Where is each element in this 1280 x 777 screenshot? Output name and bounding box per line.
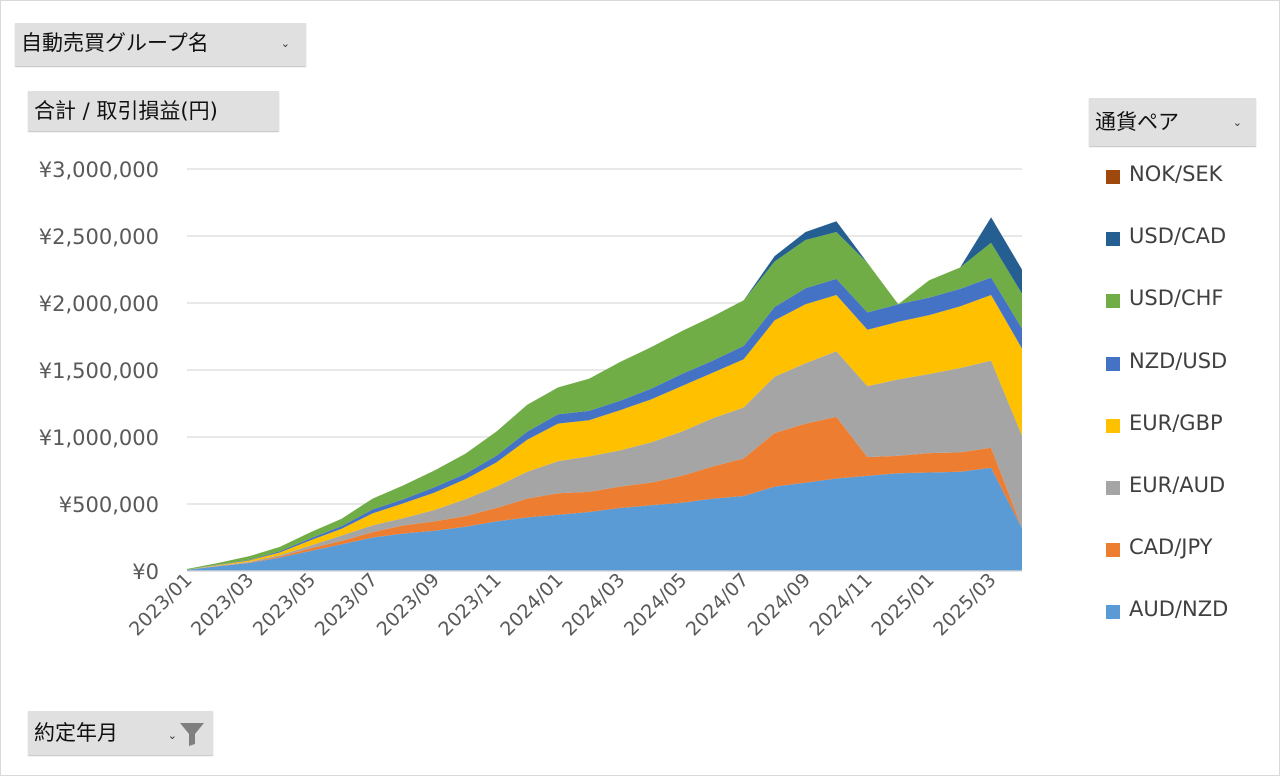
legend-swatch xyxy=(1106,543,1120,558)
x-tick-label: 2025/01 xyxy=(867,569,938,640)
legend-item[interactable]: EUR/GBP xyxy=(1101,410,1271,440)
dropdown-arrow-icon: ⌄ xyxy=(1232,116,1242,129)
legend-label: EUR/GBP xyxy=(1129,410,1223,435)
y-tick-label: ¥500,000 xyxy=(59,493,159,517)
y-tick-label: ¥2,000,000 xyxy=(39,292,159,316)
legend-item[interactable]: CAD/JPY xyxy=(1101,534,1271,564)
legend-swatch xyxy=(1106,356,1120,371)
legend-item[interactable]: NOK/SEK xyxy=(1101,161,1271,191)
x-axis-ticks: 2023/012023/032023/052023/072023/092023/… xyxy=(125,569,1000,640)
legend-item[interactable]: USD/CAD xyxy=(1101,223,1271,253)
funnel-icon[interactable] xyxy=(179,721,205,747)
legend-label: NOK/SEK xyxy=(1129,162,1223,186)
group-field-label: 自動売買グループ名 xyxy=(21,31,209,55)
series-area-eur-aud xyxy=(187,351,1022,570)
x-tick-label: 2023/09 xyxy=(373,569,444,640)
x-tick-label: 2024/05 xyxy=(620,569,691,640)
date-field-label: 約定年月 xyxy=(34,721,118,745)
group-field-button[interactable]: 自動売買グループ名 ⌄ xyxy=(15,23,306,66)
legend-label: USD/CHF xyxy=(1129,286,1224,311)
legend-label: EUR/AUD xyxy=(1129,473,1226,497)
dropdown-arrow-icon: ⌄ xyxy=(280,37,290,50)
series-area-nzd-usd xyxy=(187,277,1022,570)
value-field-button[interactable]: 合計 / 取引損益(円) xyxy=(28,91,279,131)
series-field-button[interactable]: 通貨ペア ⌄ xyxy=(1089,98,1256,146)
x-tick-label: 2025/03 xyxy=(929,569,1000,640)
x-tick-label: 2023/03 xyxy=(187,569,258,640)
x-tick-label: 2023/07 xyxy=(311,569,382,640)
legend-label: NZD/USD xyxy=(1129,348,1228,373)
legend-label: AUD/NZD xyxy=(1129,597,1229,622)
dropdown-arrow-icon: ⌄ xyxy=(167,729,177,742)
x-tick-label: 2024/01 xyxy=(496,569,567,640)
legend-swatch xyxy=(1106,481,1120,495)
legend-label: USD/CAD xyxy=(1129,224,1227,249)
legend-swatch xyxy=(1106,294,1120,309)
legend-item[interactable]: AUD/NZD xyxy=(1101,596,1271,626)
legend-swatch xyxy=(1106,605,1120,620)
y-tick-label: ¥1,000,000 xyxy=(39,426,159,450)
legend-label: CAD/JPY xyxy=(1129,535,1213,560)
legend-swatch xyxy=(1106,232,1120,247)
value-field-label: 合計 / 取引損益(円) xyxy=(34,99,218,123)
y-axis-ticks: ¥0 ¥500,000 ¥1,000,000 ¥1,500,000 ¥2,000,000… xyxy=(39,158,159,584)
x-tick-label: 2024/07 xyxy=(682,569,753,640)
legend-item[interactable]: NZD/USD xyxy=(1101,348,1271,378)
x-tick-label: 2023/11 xyxy=(434,569,505,640)
x-tick-label: 2024/11 xyxy=(806,569,877,640)
legend-item[interactable]: EUR/AUD xyxy=(1101,472,1271,502)
series-area-aud-nzd xyxy=(187,467,1022,571)
x-tick-label: 2024/03 xyxy=(558,569,629,640)
stacked-areas xyxy=(187,217,1022,571)
series-area-usd-chf xyxy=(187,232,1022,570)
legend-item[interactable]: USD/CHF xyxy=(1101,285,1271,315)
series-area-cad-jpy xyxy=(187,416,1022,570)
y-tick-label: ¥1,500,000 xyxy=(39,359,159,383)
x-tick-label: 2023/05 xyxy=(249,569,320,640)
legend-swatch xyxy=(1106,170,1120,184)
x-tick-label: 2024/09 xyxy=(744,569,815,640)
y-tick-label: ¥2,500,000 xyxy=(39,225,159,249)
legend-swatch xyxy=(1106,418,1120,433)
series-field-label: 通貨ペア xyxy=(1095,110,1179,134)
series-area-eur-gbp xyxy=(187,295,1022,570)
y-tick-label: ¥3,000,000 xyxy=(39,158,159,182)
date-field-button[interactable]: 約定年月 ⌄ xyxy=(28,711,213,755)
y-tick-label: ¥0 xyxy=(132,560,159,584)
